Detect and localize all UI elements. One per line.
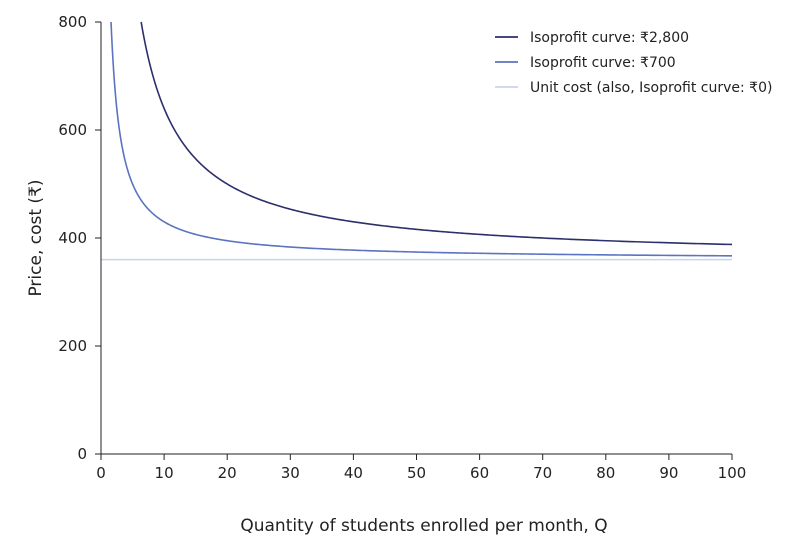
x-tick-label: 70 bbox=[533, 464, 552, 482]
y-tick-label: 800 bbox=[58, 13, 87, 31]
x-axis-label: Quantity of students enrolled per month,… bbox=[240, 516, 607, 536]
y-tick-label: 600 bbox=[58, 121, 87, 139]
legend-label: Unit cost (also, Isoprofit curve: ₹0) bbox=[530, 80, 772, 96]
x-tick-label: 90 bbox=[659, 464, 678, 482]
y-axis-label: Price, cost (₹) bbox=[26, 179, 46, 296]
x-tick-label: 100 bbox=[718, 464, 747, 482]
y-tick-label: 400 bbox=[58, 229, 87, 247]
x-tick-label: 50 bbox=[407, 464, 426, 482]
series-line-1 bbox=[110, 21, 733, 257]
y-tick-label: 200 bbox=[58, 337, 87, 355]
x-tick-label: 80 bbox=[596, 464, 615, 482]
series-line-0 bbox=[140, 21, 733, 246]
x-tick-label: 20 bbox=[218, 464, 237, 482]
legend-label: Isoprofit curve: ₹700 bbox=[530, 55, 676, 71]
x-tick-label: 30 bbox=[281, 464, 300, 482]
y-tick-label: 0 bbox=[77, 445, 87, 463]
x-tick-label: 60 bbox=[470, 464, 489, 482]
legend-label: Isoprofit curve: ₹2,800 bbox=[530, 30, 689, 46]
x-tick-label: 40 bbox=[344, 464, 363, 482]
x-tick-label: 10 bbox=[155, 464, 174, 482]
x-tick-label: 0 bbox=[96, 464, 106, 482]
